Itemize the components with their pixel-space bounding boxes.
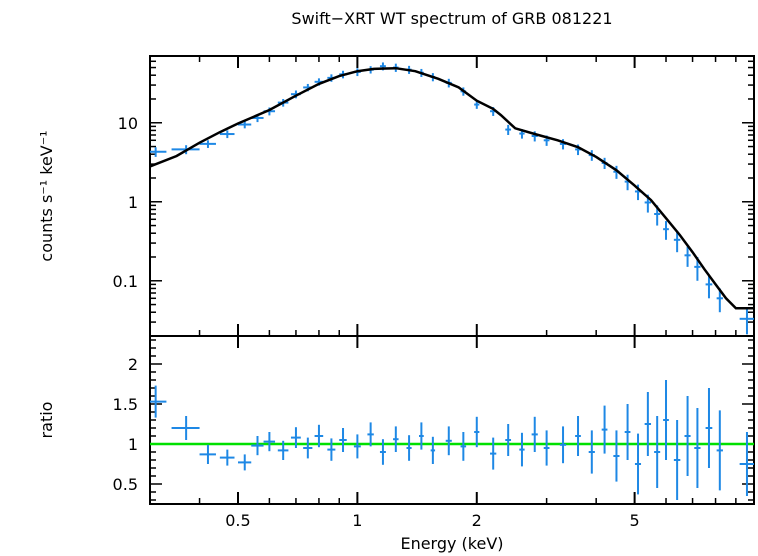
- x-tick-label: 1: [352, 511, 362, 530]
- data-point: [353, 434, 361, 459]
- x-tick-label: 2: [472, 511, 482, 530]
- lower-data-points: [150, 380, 754, 500]
- data-point: [739, 432, 754, 496]
- lower-panel: 0.5 1 1.5 2 0.5 1 2 5 ratio Energy (keV): [37, 56, 755, 553]
- data-point: [694, 408, 701, 488]
- data-point: [406, 435, 412, 461]
- data-point: [237, 121, 252, 129]
- data-point: [663, 221, 669, 240]
- data-point: [367, 422, 374, 447]
- y-tick-label: 0.1: [113, 272, 138, 291]
- upper-y-ticks: 0.1 1 10: [113, 60, 754, 323]
- data-point: [684, 396, 691, 476]
- y-tick-label: 1: [128, 435, 138, 454]
- data-point: [199, 444, 216, 464]
- upper-y-axis-label: counts s⁻¹ keV⁻¹: [37, 130, 56, 261]
- data-point: [705, 274, 713, 299]
- data-point: [474, 416, 480, 448]
- x-tick-label: 5: [630, 511, 640, 530]
- data-point: [654, 416, 661, 488]
- y-tick-label: 2: [128, 355, 138, 374]
- data-point: [684, 246, 691, 267]
- data-point: [150, 147, 167, 157]
- upper-panel-frame: [149, 55, 755, 337]
- x-axis-label: Energy (keV): [400, 534, 503, 553]
- data-point: [393, 426, 399, 452]
- y-tick-label: 10: [118, 114, 138, 133]
- data-point: [430, 436, 436, 464]
- data-point: [490, 437, 497, 470]
- data-point: [559, 426, 567, 464]
- data-point: [219, 449, 235, 466]
- data-point: [219, 130, 235, 139]
- data-point: [575, 416, 581, 456]
- data-point: [644, 392, 652, 456]
- data-point: [171, 416, 200, 440]
- y-tick-label: 1: [128, 193, 138, 212]
- data-point: [716, 288, 723, 313]
- data-point: [663, 380, 669, 460]
- data-point: [705, 388, 713, 468]
- data-point: [445, 426, 452, 456]
- upper-data-points: [150, 62, 754, 335]
- data-point: [263, 432, 276, 452]
- y-tick-label: 1.5: [113, 395, 138, 414]
- data-point: [418, 422, 424, 450]
- data-point: [339, 428, 347, 452]
- data-point: [199, 140, 216, 148]
- data-point: [634, 433, 642, 495]
- data-point: [739, 308, 754, 335]
- data-point: [150, 385, 167, 418]
- data-point: [327, 438, 336, 461]
- lower-y-ticks: 0.5 1 1.5 2: [113, 339, 754, 501]
- data-point: [505, 424, 512, 456]
- lower-y-axis-label: ratio: [37, 402, 56, 439]
- data-point: [474, 100, 480, 109]
- data-point: [277, 440, 289, 460]
- data-point: [601, 405, 608, 454]
- data-point: [531, 416, 538, 452]
- data-point: [460, 432, 467, 461]
- data-point: [673, 420, 681, 500]
- data-point: [237, 454, 252, 471]
- data-point: [251, 436, 264, 456]
- model-line: [149, 66, 754, 310]
- chart-title: Swift−XRT WT spectrum of GRB 081221: [291, 9, 612, 28]
- upper-panel: 0.1 1 10 counts s⁻¹ keV⁻¹: [37, 55, 755, 337]
- data-point: [673, 230, 681, 253]
- data-point: [379, 439, 386, 465]
- data-point: [303, 437, 313, 459]
- model-line-group: [149, 66, 754, 310]
- data-point: [543, 430, 550, 466]
- data-point: [505, 124, 512, 136]
- y-tick-label: 0.5: [113, 475, 138, 494]
- data-point: [519, 432, 525, 467]
- data-point: [290, 427, 301, 448]
- data-point: [588, 430, 595, 474]
- data-point: [624, 404, 631, 460]
- data-point: [716, 410, 723, 491]
- data-point: [314, 424, 324, 448]
- x-tick-label: 0.5: [225, 511, 250, 530]
- data-point: [613, 430, 620, 482]
- x-ticks: 0.5 1 2 5: [198, 56, 737, 530]
